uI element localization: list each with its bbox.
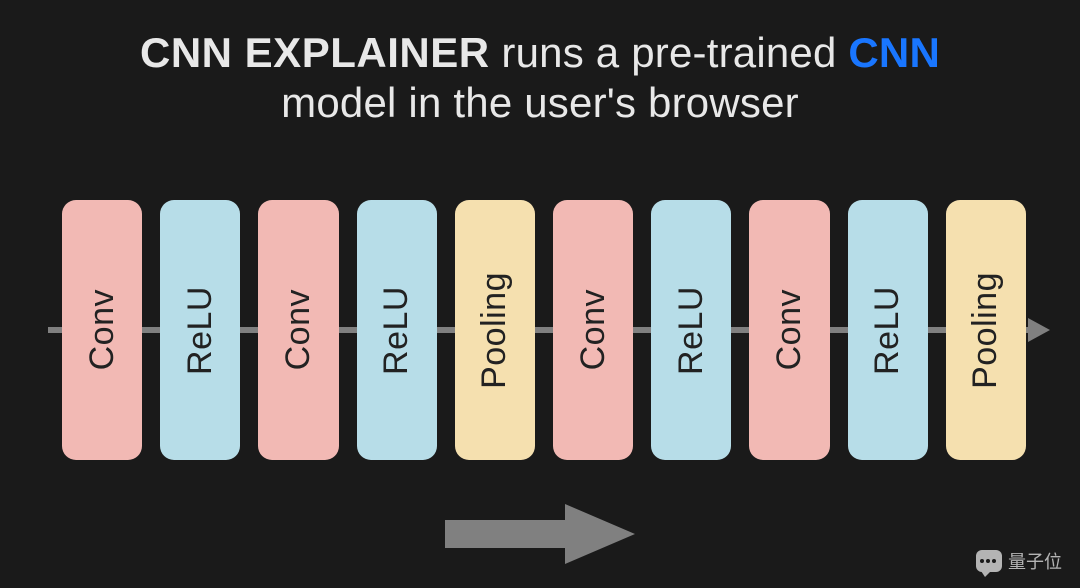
layer-block-pooling: Pooling [455,200,535,460]
layer-label: ReLU [672,286,711,375]
title-mid: runs a pre-trained [490,29,849,76]
page-title: CNN EXPLAINER runs a pre-trained CNN mod… [0,0,1080,129]
layer-block-conv: Conv [749,200,829,460]
watermark-text: 量子位 [1008,548,1062,574]
layer-block-relu: ReLU [651,200,731,460]
flow-axis-arrowhead [1028,318,1050,342]
layer-block-conv: Conv [258,200,338,460]
title-accent: CNN [848,29,940,76]
layer-block-pooling: Pooling [946,200,1026,460]
layer-block-relu: ReLU [848,200,928,460]
layer-label: Conv [770,289,809,370]
layer-blocks-container: Conv ReLU Conv ReLU Pooling Conv ReLU Conv ReLU P… [62,200,1026,460]
layer-label: Pooling [475,272,514,389]
layer-label: Conv [574,289,613,370]
title-line2: model in the user's browser [281,79,799,126]
layer-block-relu: ReLU [357,200,437,460]
layer-label: ReLU [868,286,907,375]
layer-label: Conv [279,289,318,370]
layer-block-relu: ReLU [160,200,240,460]
layer-block-conv: Conv [62,200,142,460]
layer-label: ReLU [181,286,220,375]
layer-sequence-diagram: Conv ReLU Conv ReLU Pooling Conv ReLU Conv ReLU P… [48,200,1050,460]
wechat-icon [976,550,1002,572]
layer-label: Conv [83,289,122,370]
title-bold: CNN EXPLAINER [140,29,490,76]
layer-label: Pooling [966,272,1005,389]
direction-arrow-icon [445,504,635,564]
watermark: 量子位 [976,548,1062,574]
layer-label: ReLU [377,286,416,375]
layer-block-conv: Conv [553,200,633,460]
